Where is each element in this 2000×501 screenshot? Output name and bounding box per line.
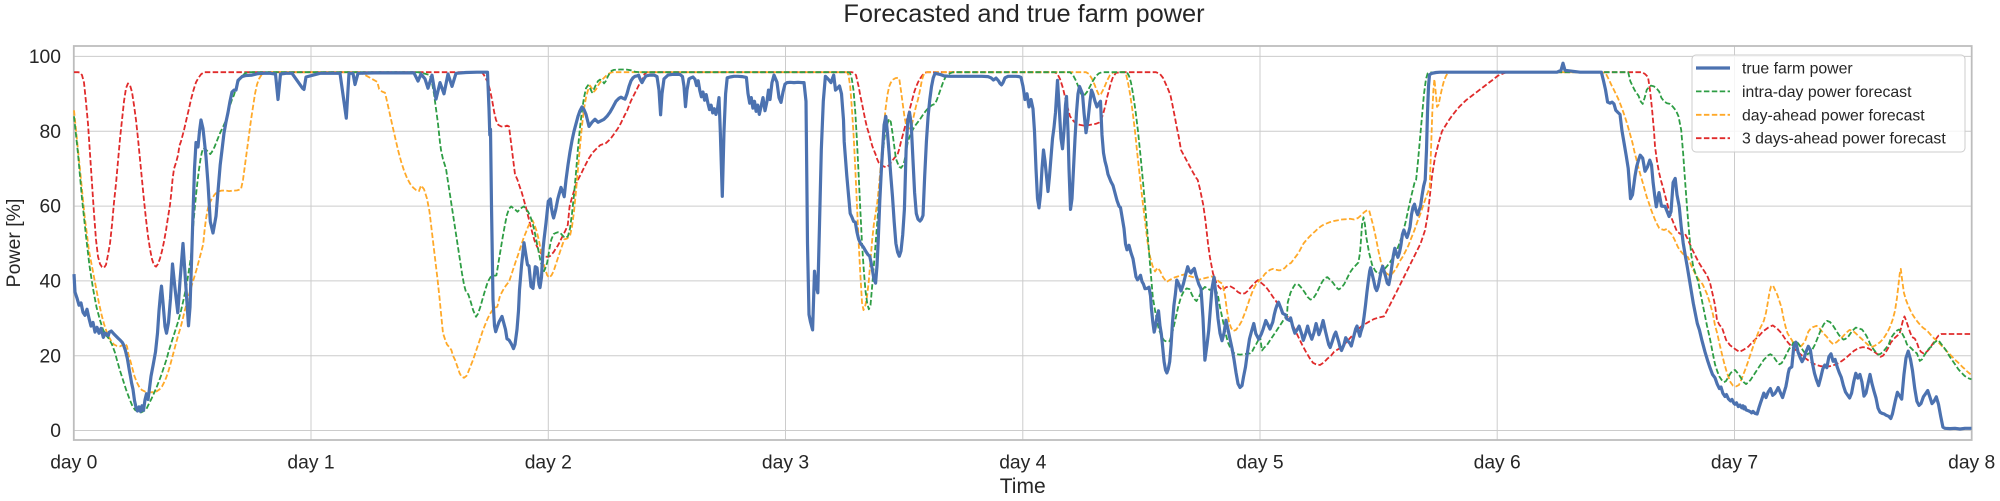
svg-text:40: 40 — [40, 272, 61, 293]
svg-text:day 0: day 0 — [50, 452, 97, 473]
svg-text:day 5: day 5 — [1236, 452, 1283, 473]
svg-text:intra-day power forecast: intra-day power forecast — [1742, 84, 1912, 101]
svg-text:0: 0 — [50, 421, 61, 442]
svg-text:true farm power: true farm power — [1742, 61, 1853, 78]
svg-text:80: 80 — [40, 122, 61, 143]
svg-text:day 7: day 7 — [1711, 452, 1758, 473]
svg-text:20: 20 — [40, 346, 61, 367]
svg-text:day 2: day 2 — [525, 452, 572, 473]
svg-text:3 days-ahead power forecast: 3 days-ahead power forecast — [1742, 131, 1946, 148]
svg-text:day 6: day 6 — [1474, 452, 1521, 473]
svg-text:day 1: day 1 — [287, 452, 334, 473]
svg-text:Forecasted and true farm power: Forecasted and true farm power — [843, 0, 1205, 28]
svg-text:day 8: day 8 — [1948, 452, 1995, 473]
svg-text:day 4: day 4 — [999, 452, 1046, 473]
svg-text:Power [%]: Power [%] — [3, 199, 25, 288]
svg-text:100: 100 — [29, 47, 61, 68]
svg-text:day-ahead power forecast: day-ahead power forecast — [1742, 107, 1925, 124]
svg-text:day 3: day 3 — [762, 452, 809, 473]
svg-text:Time: Time — [1000, 475, 1046, 496]
svg-text:60: 60 — [40, 197, 61, 218]
